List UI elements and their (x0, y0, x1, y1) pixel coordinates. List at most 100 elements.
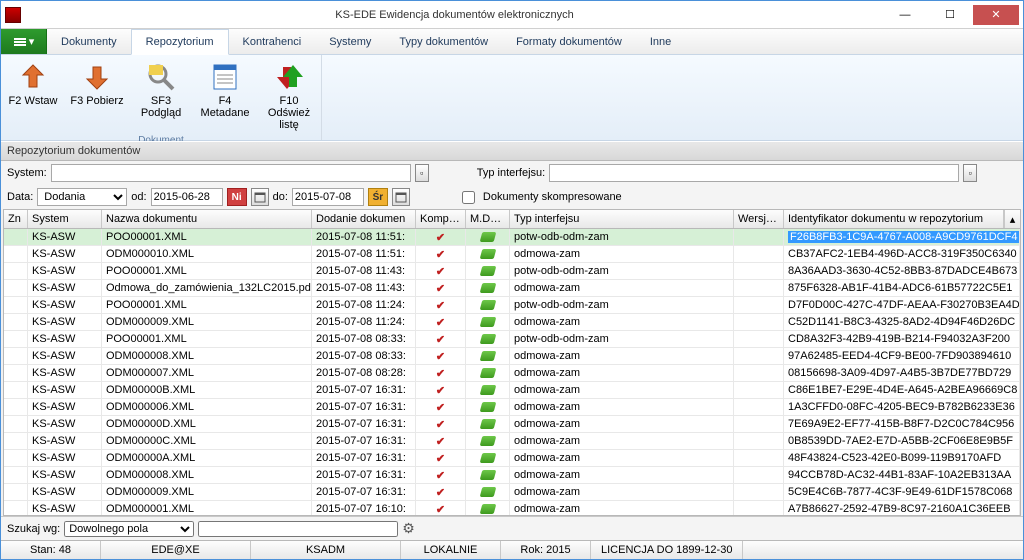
table-row[interactable]: KS-ASWPOO00001.XML2015-07-08 08:33:✔potw… (4, 331, 1020, 348)
cell-nazwa: POO00001.XML (102, 263, 312, 279)
tab-inne[interactable]: Inne (636, 29, 685, 54)
cell-typ: odmowa-zam (510, 416, 734, 432)
cell-nazwa: POO00001.XML (102, 331, 312, 347)
cell-nazwa: Odmowa_do_zamówienia_132LC2015.pdf (102, 280, 312, 296)
status-rok: Rok: 2015 (501, 541, 591, 559)
table-row[interactable]: KS-ASWODM00000D.XML2015-07-07 16:31:✔odm… (4, 416, 1020, 433)
search-input[interactable] (198, 521, 398, 537)
cell-id: 94CCB78D-AC32-44B1-83AF-10A2EB313AA (784, 467, 1020, 483)
table-row[interactable]: KS-ASWODM000009.XML2015-07-08 11:24:✔odm… (4, 314, 1020, 331)
check-icon: ✔ (436, 282, 445, 295)
col-system[interactable]: System (28, 210, 102, 228)
ni-button[interactable]: Ni (227, 188, 247, 206)
cell-zn (4, 246, 28, 262)
col-zn[interactable]: Zn (4, 210, 28, 228)
cell-kompres: ✔ (416, 365, 466, 381)
table-row[interactable]: KS-ASWPOO00001.XML2015-07-08 11:24:✔potw… (4, 297, 1020, 314)
cell-system: KS-ASW (28, 467, 102, 483)
cell-zn (4, 501, 28, 515)
col-mdane[interactable]: M.Dane (466, 210, 510, 228)
table-row[interactable]: KS-ASWODM000008.XML2015-07-07 16:31:✔odm… (4, 467, 1020, 484)
ribbon-item-label: F10 Odśwież listę (259, 95, 319, 131)
table-row[interactable]: KS-ASWODM000006.XML2015-07-07 16:31:✔odm… (4, 399, 1020, 416)
cell-date: 2015-07-08 11:24: (312, 314, 416, 330)
cell-zn (4, 263, 28, 279)
col-id[interactable]: Identyfikator dokumentu w repozytorium (784, 210, 1004, 228)
od-cal-button[interactable] (251, 188, 269, 206)
cell-wersja (734, 416, 784, 432)
cell-kompres: ✔ (416, 433, 466, 449)
tab-formaty-dokumentów[interactable]: Formaty dokumentów (502, 29, 636, 54)
cell-typ: odmowa-zam (510, 365, 734, 381)
table-row[interactable]: KS-ASWODM000007.XML2015-07-08 08:28:✔odm… (4, 365, 1020, 382)
cell-nazwa: POO00001.XML (102, 229, 312, 245)
table-row[interactable]: KS-ASWOdmowa_do_zamówienia_132LC2015.pdf… (4, 280, 1020, 297)
tab-systemy[interactable]: Systemy (315, 29, 385, 54)
cell-kompres: ✔ (416, 399, 466, 415)
col-dodanie[interactable]: Dodanie dokumen (312, 210, 416, 228)
cell-system: KS-ASW (28, 246, 102, 262)
ribbon-f10-odśwież-listę[interactable]: F10 Odśwież listę (257, 57, 321, 135)
tag-icon (479, 283, 496, 293)
ribbon-sf3-podgląd[interactable]: SF3 Podgląd (129, 57, 193, 123)
maximize-button[interactable]: ☐ (928, 5, 972, 25)
col-typ[interactable]: Typ interfejsu (510, 210, 734, 228)
typ-input[interactable] (549, 164, 959, 182)
table-row[interactable]: KS-ASWPOO00001.XML2015-07-08 11:51:✔potw… (4, 229, 1020, 246)
cell-wersja (734, 263, 784, 279)
table-row[interactable]: KS-ASWODM00000B.XML2015-07-07 16:31:✔odm… (4, 382, 1020, 399)
tab-kontrahenci[interactable]: Kontrahenci (229, 29, 316, 54)
table-row[interactable]: KS-ASWODM00000A.XML2015-07-07 16:31:✔odm… (4, 450, 1020, 467)
sr-button[interactable]: Śr (368, 188, 388, 206)
col-nazwa[interactable]: Nazwa dokumentu (102, 210, 312, 228)
grid-body[interactable]: KS-ASWPOO00001.XML2015-07-08 11:51:✔potw… (4, 229, 1020, 515)
table-row[interactable]: KS-ASWODM000009.XML2015-07-07 16:31:✔odm… (4, 484, 1020, 501)
col-kompres[interactable]: Kompres (416, 210, 466, 228)
file-menu-button[interactable]: ▾ (1, 29, 47, 54)
od-input[interactable] (151, 188, 223, 206)
minimize-button[interactable]: — (883, 5, 927, 25)
system-lookup-button[interactable]: ▫ (415, 164, 429, 182)
cell-nazwa: ODM000008.XML (102, 348, 312, 364)
system-input[interactable] (51, 164, 411, 182)
table-row[interactable]: KS-ASWODM000001.XML2015-07-07 16:10:✔odm… (4, 501, 1020, 515)
tab-repozytorium[interactable]: Repozytorium (131, 29, 229, 55)
ribbon-f4-metadane[interactable]: F4 Metadane (193, 57, 257, 123)
cell-system: KS-ASW (28, 314, 102, 330)
cell-typ: odmowa-zam (510, 280, 734, 296)
table-row[interactable]: KS-ASWODM000008.XML2015-07-08 08:33:✔odm… (4, 348, 1020, 365)
cell-date: 2015-07-08 08:28: (312, 365, 416, 381)
do-cal-button[interactable] (392, 188, 410, 206)
col-wersja[interactable]: Wersja in (734, 210, 784, 228)
cell-wersja (734, 331, 784, 347)
check-icon: ✔ (436, 384, 445, 397)
scroll-up-icon[interactable]: ▴ (1004, 210, 1020, 228)
gear-icon[interactable]: ⚙ (402, 520, 415, 537)
cell-date: 2015-07-08 08:33: (312, 348, 416, 364)
tag-icon (479, 453, 496, 463)
ribbon-f3-pobierz[interactable]: F3 Pobierz (65, 57, 129, 111)
cell-kompres: ✔ (416, 467, 466, 483)
table-row[interactable]: KS-ASWODM00000C.XML2015-07-07 16:31:✔odm… (4, 433, 1020, 450)
ribbon-item-label: F2 Wstaw (9, 95, 58, 107)
close-button[interactable]: ✕ (973, 5, 1019, 25)
table-row[interactable]: KS-ASWODM000010.XML2015-07-08 11:51:✔odm… (4, 246, 1020, 263)
cell-id: C86E1BE7-E29E-4D4E-A645-A2BEA96669C8 (784, 382, 1020, 398)
tab-typy-dokumentów[interactable]: Typy dokumentów (385, 29, 502, 54)
tag-icon (479, 385, 496, 395)
ribbon-f2-wstaw[interactable]: F2 Wstaw (1, 57, 65, 111)
komp-checkbox[interactable] (462, 191, 475, 204)
tab-dokumenty[interactable]: Dokumenty (47, 29, 131, 54)
table-row[interactable]: KS-ASWPOO00001.XML2015-07-08 11:43:✔potw… (4, 263, 1020, 280)
cell-id: 7E69A9E2-EF77-415B-B8F7-D2C0C784C956 (784, 416, 1020, 432)
cell-zn (4, 450, 28, 466)
data-select[interactable]: Dodania (37, 188, 127, 206)
cell-date: 2015-07-08 11:24: (312, 297, 416, 313)
cell-wersja (734, 433, 784, 449)
cell-typ: odmowa-zam (510, 450, 734, 466)
do-input[interactable] (292, 188, 364, 206)
tag-icon (479, 402, 496, 412)
cell-id: CB37AFC2-1EB4-496D-ACC8-319F350C6340 (784, 246, 1020, 262)
search-field-select[interactable]: Dowolnego pola (64, 521, 194, 537)
typ-lookup-button[interactable]: ▫ (963, 164, 977, 182)
